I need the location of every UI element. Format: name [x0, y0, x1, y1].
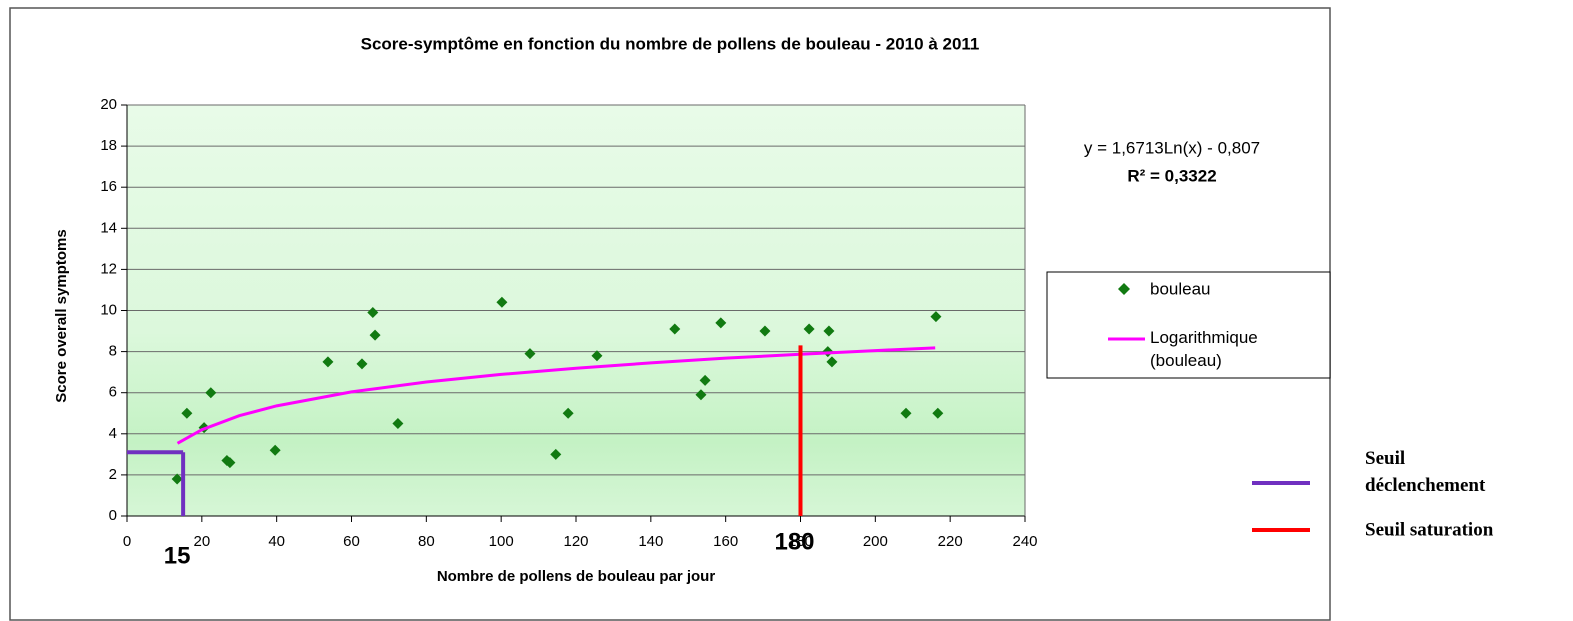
scatter-point	[356, 358, 368, 370]
scatter-point	[759, 325, 771, 337]
scatter-point	[367, 307, 379, 319]
x-tick-label: 120	[563, 533, 588, 550]
scatter-point	[591, 350, 603, 362]
scatter-point	[930, 311, 942, 323]
x-tick-label: 20	[193, 533, 210, 550]
y-tick-label: 6	[109, 384, 117, 401]
scatter-point	[181, 407, 193, 419]
legend-label: bouleau	[1150, 279, 1211, 298]
scatter-point	[900, 407, 912, 419]
scatter-point	[171, 473, 183, 485]
trend-equation: y = 1,6713Ln(x) - 0,807	[1084, 138, 1260, 157]
y-tick-label: 20	[100, 96, 117, 113]
scatter-point	[715, 317, 727, 329]
legend-marker	[1118, 283, 1130, 295]
x-tick-label: 180	[788, 533, 813, 550]
x-tick-label: 0	[123, 533, 131, 550]
trend-r2: R² = 0,3322	[1127, 166, 1216, 185]
x-tick-label: 240	[1012, 533, 1037, 550]
scatter-point	[269, 444, 281, 456]
x-tick-label: 140	[638, 533, 663, 550]
threshold-label: 15	[164, 542, 191, 569]
scatter-point	[562, 407, 574, 419]
text-line: Seuil	[1365, 448, 1405, 469]
x-tick-label: 160	[713, 533, 738, 550]
scatter-point	[932, 407, 944, 419]
y-axis-label: Score overall symptoms	[53, 229, 70, 402]
y-tick-label: 16	[100, 178, 117, 195]
legend-box	[1046, 271, 1331, 379]
threshold-label: 180	[774, 528, 814, 555]
threshold-legend-label: Seuil saturation	[1365, 519, 1494, 540]
y-tick-label: 14	[100, 219, 117, 236]
y-tick-label: 18	[100, 137, 117, 154]
scatter-point	[823, 325, 835, 337]
scatter-point	[322, 356, 334, 368]
text-line: (bouleau)	[1150, 351, 1222, 370]
threshold-legend-label: Seuil déclenchement	[1365, 448, 1486, 496]
scatter-point	[524, 348, 536, 360]
chart-title: Score-symptôme en fonction du nombre de …	[361, 34, 980, 53]
scatter-point	[392, 418, 404, 430]
x-tick-label: 200	[863, 533, 888, 550]
x-axis-label: Nombre de pollens de bouleau par jour	[437, 568, 716, 585]
scatter-point	[550, 448, 562, 460]
x-tick-label: 220	[938, 533, 963, 550]
y-tick-label: 0	[109, 507, 117, 524]
y-tick-label: 8	[109, 343, 117, 360]
scatter-point	[224, 457, 236, 469]
x-tick-label: 80	[418, 533, 435, 550]
scatter-point	[669, 323, 681, 335]
x-tick-label: 40	[268, 533, 285, 550]
scatter-point	[205, 387, 217, 399]
scatter-point	[695, 389, 707, 401]
scatter-point	[369, 329, 381, 341]
legend-label: Logarithmique (bouleau)	[1150, 328, 1258, 370]
y-tick-label: 12	[100, 260, 117, 277]
y-tick-label: 10	[100, 301, 117, 318]
y-tick-label: 4	[109, 425, 117, 442]
scatter-point	[496, 296, 508, 308]
scatter-point	[803, 323, 815, 335]
text-line: déclenchement	[1365, 475, 1486, 496]
text-line: Logarithmique	[1150, 328, 1258, 347]
x-tick-label: 100	[489, 533, 514, 550]
scatter-point	[826, 356, 838, 368]
y-tick-label: 2	[109, 466, 117, 483]
x-tick-label: 60	[343, 533, 360, 550]
scatter-point	[699, 374, 711, 386]
